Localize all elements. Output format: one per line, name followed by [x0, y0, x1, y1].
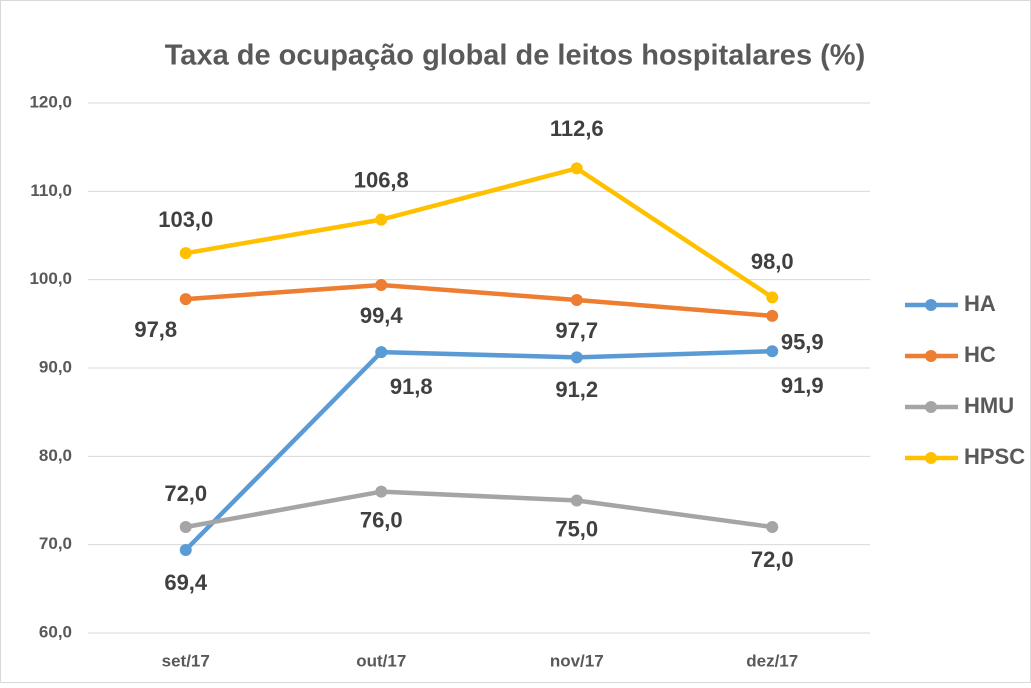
- legend-label: HA: [964, 291, 996, 316]
- marker: [766, 521, 779, 533]
- marker: [179, 543, 192, 556]
- marker: [179, 293, 192, 306]
- y-tick-label: 80,0: [39, 446, 72, 465]
- x-tick-label: nov/17: [550, 651, 604, 670]
- x-tick-label: dez/17: [746, 651, 798, 670]
- y-tick-label: 120,0: [29, 92, 72, 111]
- marker: [570, 162, 583, 175]
- marker: [179, 247, 192, 260]
- series-line: [184, 348, 773, 552]
- marker: [570, 351, 583, 364]
- data-label: 75,0: [555, 516, 598, 541]
- marker: [375, 278, 388, 291]
- series-line: [185, 166, 774, 300]
- marker: [570, 293, 583, 306]
- x-tick-label: set/17: [162, 651, 210, 670]
- data-label: 103,0: [158, 207, 213, 232]
- data-label: 95,9: [781, 330, 824, 355]
- y-tick-label: 100,0: [29, 269, 72, 288]
- legend-label: HC: [964, 342, 996, 367]
- y-tick-label: 90,0: [39, 357, 72, 376]
- marker: [570, 494, 583, 507]
- data-label: 98,0: [751, 249, 794, 274]
- data-label: 91,2: [555, 377, 598, 402]
- data-label: 97,7: [555, 318, 598, 343]
- marker: [375, 485, 388, 498]
- marker: [766, 291, 779, 304]
- legend-marker: [925, 452, 937, 464]
- data-label: 97,8: [134, 317, 177, 342]
- data-label: 72,0: [751, 547, 794, 572]
- data-label: 91,8: [390, 374, 433, 399]
- chart-title: Taxa de ocupação global de leitos hospit…: [165, 40, 865, 72]
- data-label: 112,6: [550, 116, 604, 141]
- data-label: 106,8: [354, 167, 409, 192]
- marker: [375, 346, 388, 359]
- marker: [766, 345, 779, 358]
- data-label: 72,0: [164, 481, 207, 506]
- legend-marker: [925, 350, 937, 362]
- data-label: 91,9: [781, 373, 824, 398]
- legend-marker: [925, 401, 937, 413]
- legend-marker: [925, 299, 937, 311]
- marker: [766, 309, 779, 322]
- data-label: 69,4: [164, 570, 208, 595]
- legend-label: HMU: [964, 393, 1014, 418]
- data-label: 99,4: [360, 303, 404, 328]
- marker: [375, 213, 388, 226]
- data-label: 76,0: [360, 507, 403, 532]
- series-line: [185, 489, 773, 530]
- x-tick-label: out/17: [356, 651, 406, 670]
- marker: [179, 521, 192, 533]
- y-tick-label: 110,0: [30, 181, 72, 200]
- y-tick-label: 70,0: [39, 534, 72, 553]
- y-tick-label: 60,0: [39, 622, 72, 641]
- legend-label: HPSC: [964, 444, 1025, 469]
- series-line: [185, 282, 773, 319]
